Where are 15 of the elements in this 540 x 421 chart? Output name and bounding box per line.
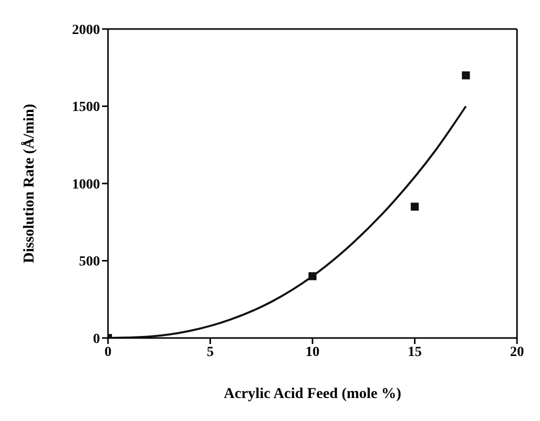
x-tick-label: 15 <box>408 344 422 360</box>
y-tick-label: 2000 <box>72 22 100 38</box>
x-tick-label: 5 <box>206 344 214 360</box>
x-axis-title: Acrylic Acid Feed (mole %) <box>224 386 402 402</box>
point <box>410 202 419 211</box>
y-tick-label: 1500 <box>72 100 100 116</box>
x-tick-label: 20 <box>510 344 524 360</box>
y-tick-label: 0 <box>93 332 100 347</box>
y-tick-label: 1000 <box>72 177 100 192</box>
point <box>308 272 316 280</box>
x-tick-label: 0 <box>104 344 112 360</box>
point <box>462 71 470 80</box>
y-tick-label: 500 <box>79 254 100 270</box>
y-axis-title: Dissolution Rate (Å/min) <box>20 104 38 264</box>
x-tick-label: 10 <box>306 344 320 360</box>
